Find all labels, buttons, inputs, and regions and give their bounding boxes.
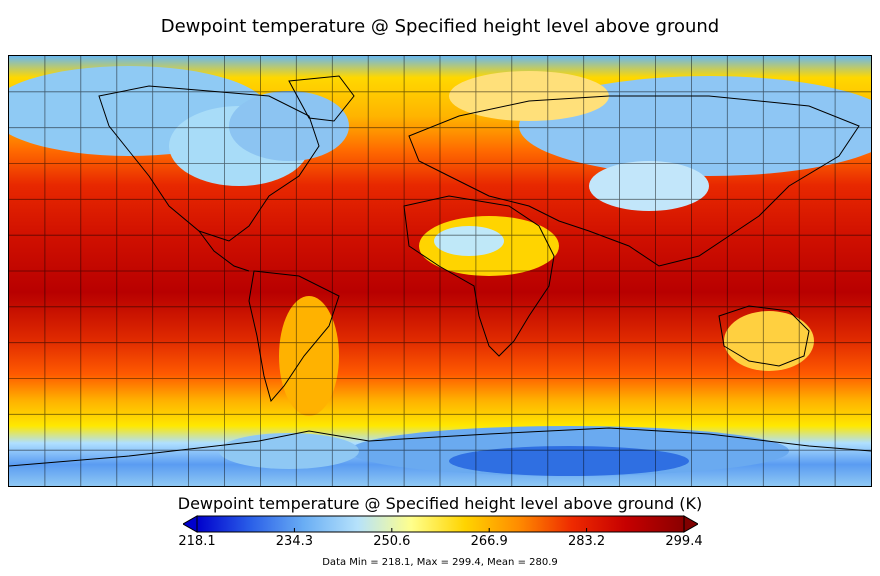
australia-coast <box>718 305 810 367</box>
greenland-coast <box>288 75 355 122</box>
colorbar-label-5: 299.4 <box>665 534 703 549</box>
graticule <box>9 56 871 486</box>
dewpoint-map <box>8 55 872 487</box>
colorbar-gradient <box>196 515 685 533</box>
map-title: Dewpoint temperature @ Specified height … <box>160 16 720 37</box>
antarctica-coast <box>9 427 871 467</box>
africa-coast <box>403 195 555 357</box>
colorbar <box>181 514 700 534</box>
colorbar-label-4: 283.2 <box>567 534 606 549</box>
colorbar-label-1: 234.3 <box>275 534 313 549</box>
colorbar-labels: 218.1 234.3 250.6 266.9 283.2 299.4 <box>0 534 880 550</box>
colorbar-label-2: 250.6 <box>373 534 411 549</box>
south-america-coast <box>248 270 340 403</box>
colorbar-over-arrow <box>683 515 700 533</box>
central-america-coast <box>198 230 250 272</box>
colorbar-title: Dewpoint temperature @ Specified height … <box>177 494 703 513</box>
colorbar-label-3: 266.9 <box>470 534 508 549</box>
data-stats: Data Min = 218.1, Max = 299.4, Mean = 28… <box>322 557 558 568</box>
colorbar-label-0: 218.1 <box>178 534 216 549</box>
colorbar-under-arrow <box>181 515 198 533</box>
cold-regions <box>9 66 871 476</box>
colorbar-ticks <box>196 516 685 532</box>
